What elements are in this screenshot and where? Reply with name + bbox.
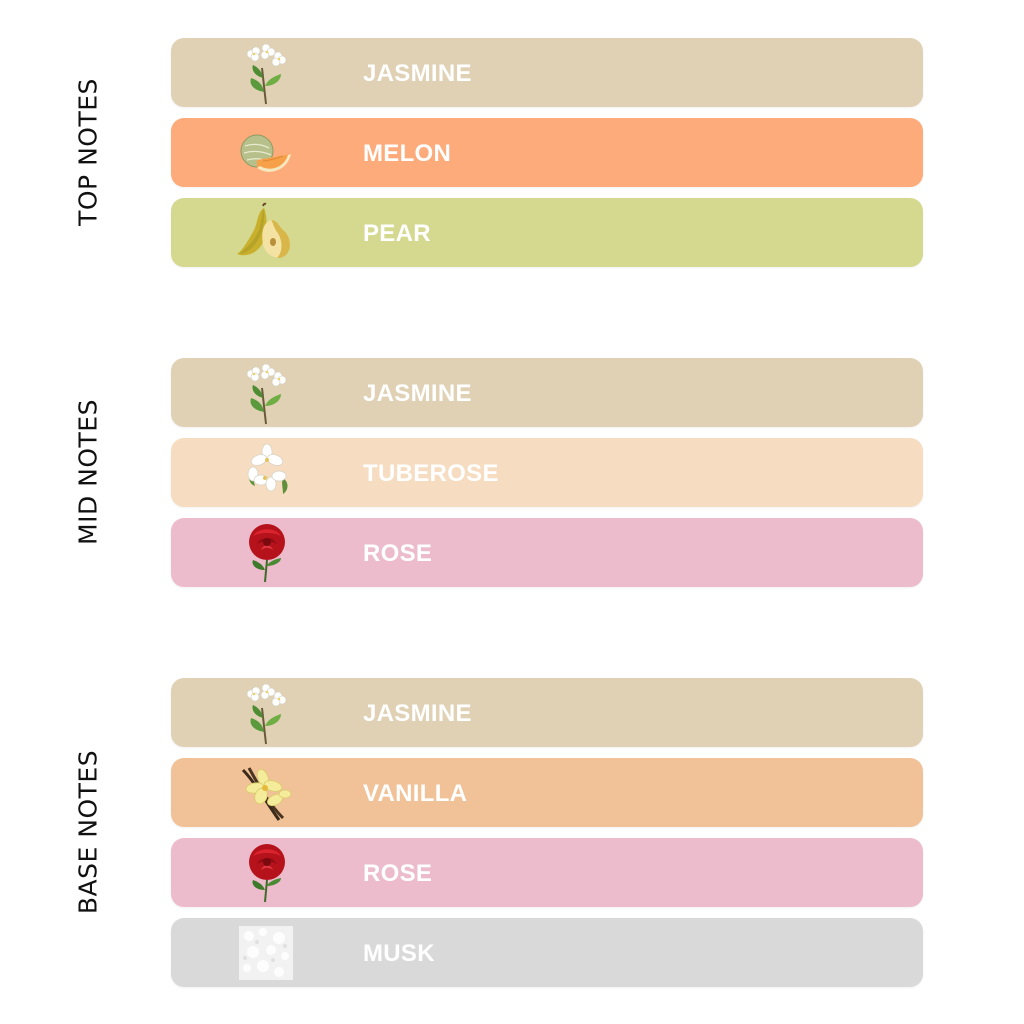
note-label: TUBEROSE (363, 460, 499, 487)
musk-icon (233, 920, 299, 986)
note-label: MUSK (363, 940, 435, 967)
note-label: ROSE (363, 860, 433, 887)
jasmine-icon (233, 40, 299, 106)
note-bar-musk: MUSK (171, 918, 923, 987)
note-label: JASMINE (363, 60, 472, 87)
note-label: ROSE (363, 540, 433, 567)
note-label: VANILLA (363, 780, 468, 807)
note-label: PEAR (363, 220, 431, 247)
note-label: JASMINE (363, 380, 472, 407)
melon-icon (233, 120, 299, 186)
note-label: MELON (363, 140, 452, 167)
note-bar-pear: PEAR (171, 198, 923, 267)
rose-icon (233, 840, 299, 906)
note-label: JASMINE (363, 700, 472, 727)
note-bar-jasmine: JASMINE (171, 358, 923, 427)
note-bar-melon: MELON (171, 118, 923, 187)
vanilla-icon (233, 760, 299, 826)
note-bar-rose: ROSE (171, 838, 923, 907)
note-bar-jasmine: JASMINE (171, 38, 923, 107)
note-bar-jasmine: JASMINE (171, 678, 923, 747)
jasmine-icon (233, 360, 299, 426)
note-bar-vanilla: VANILLA (171, 758, 923, 827)
jasmine-icon (233, 680, 299, 746)
rose-icon (233, 520, 299, 586)
tuberose-icon (233, 440, 299, 506)
note-bar-rose: ROSE (171, 518, 923, 587)
pear-icon (233, 200, 299, 266)
note-bar-tuberose: TUBEROSE (171, 438, 923, 507)
